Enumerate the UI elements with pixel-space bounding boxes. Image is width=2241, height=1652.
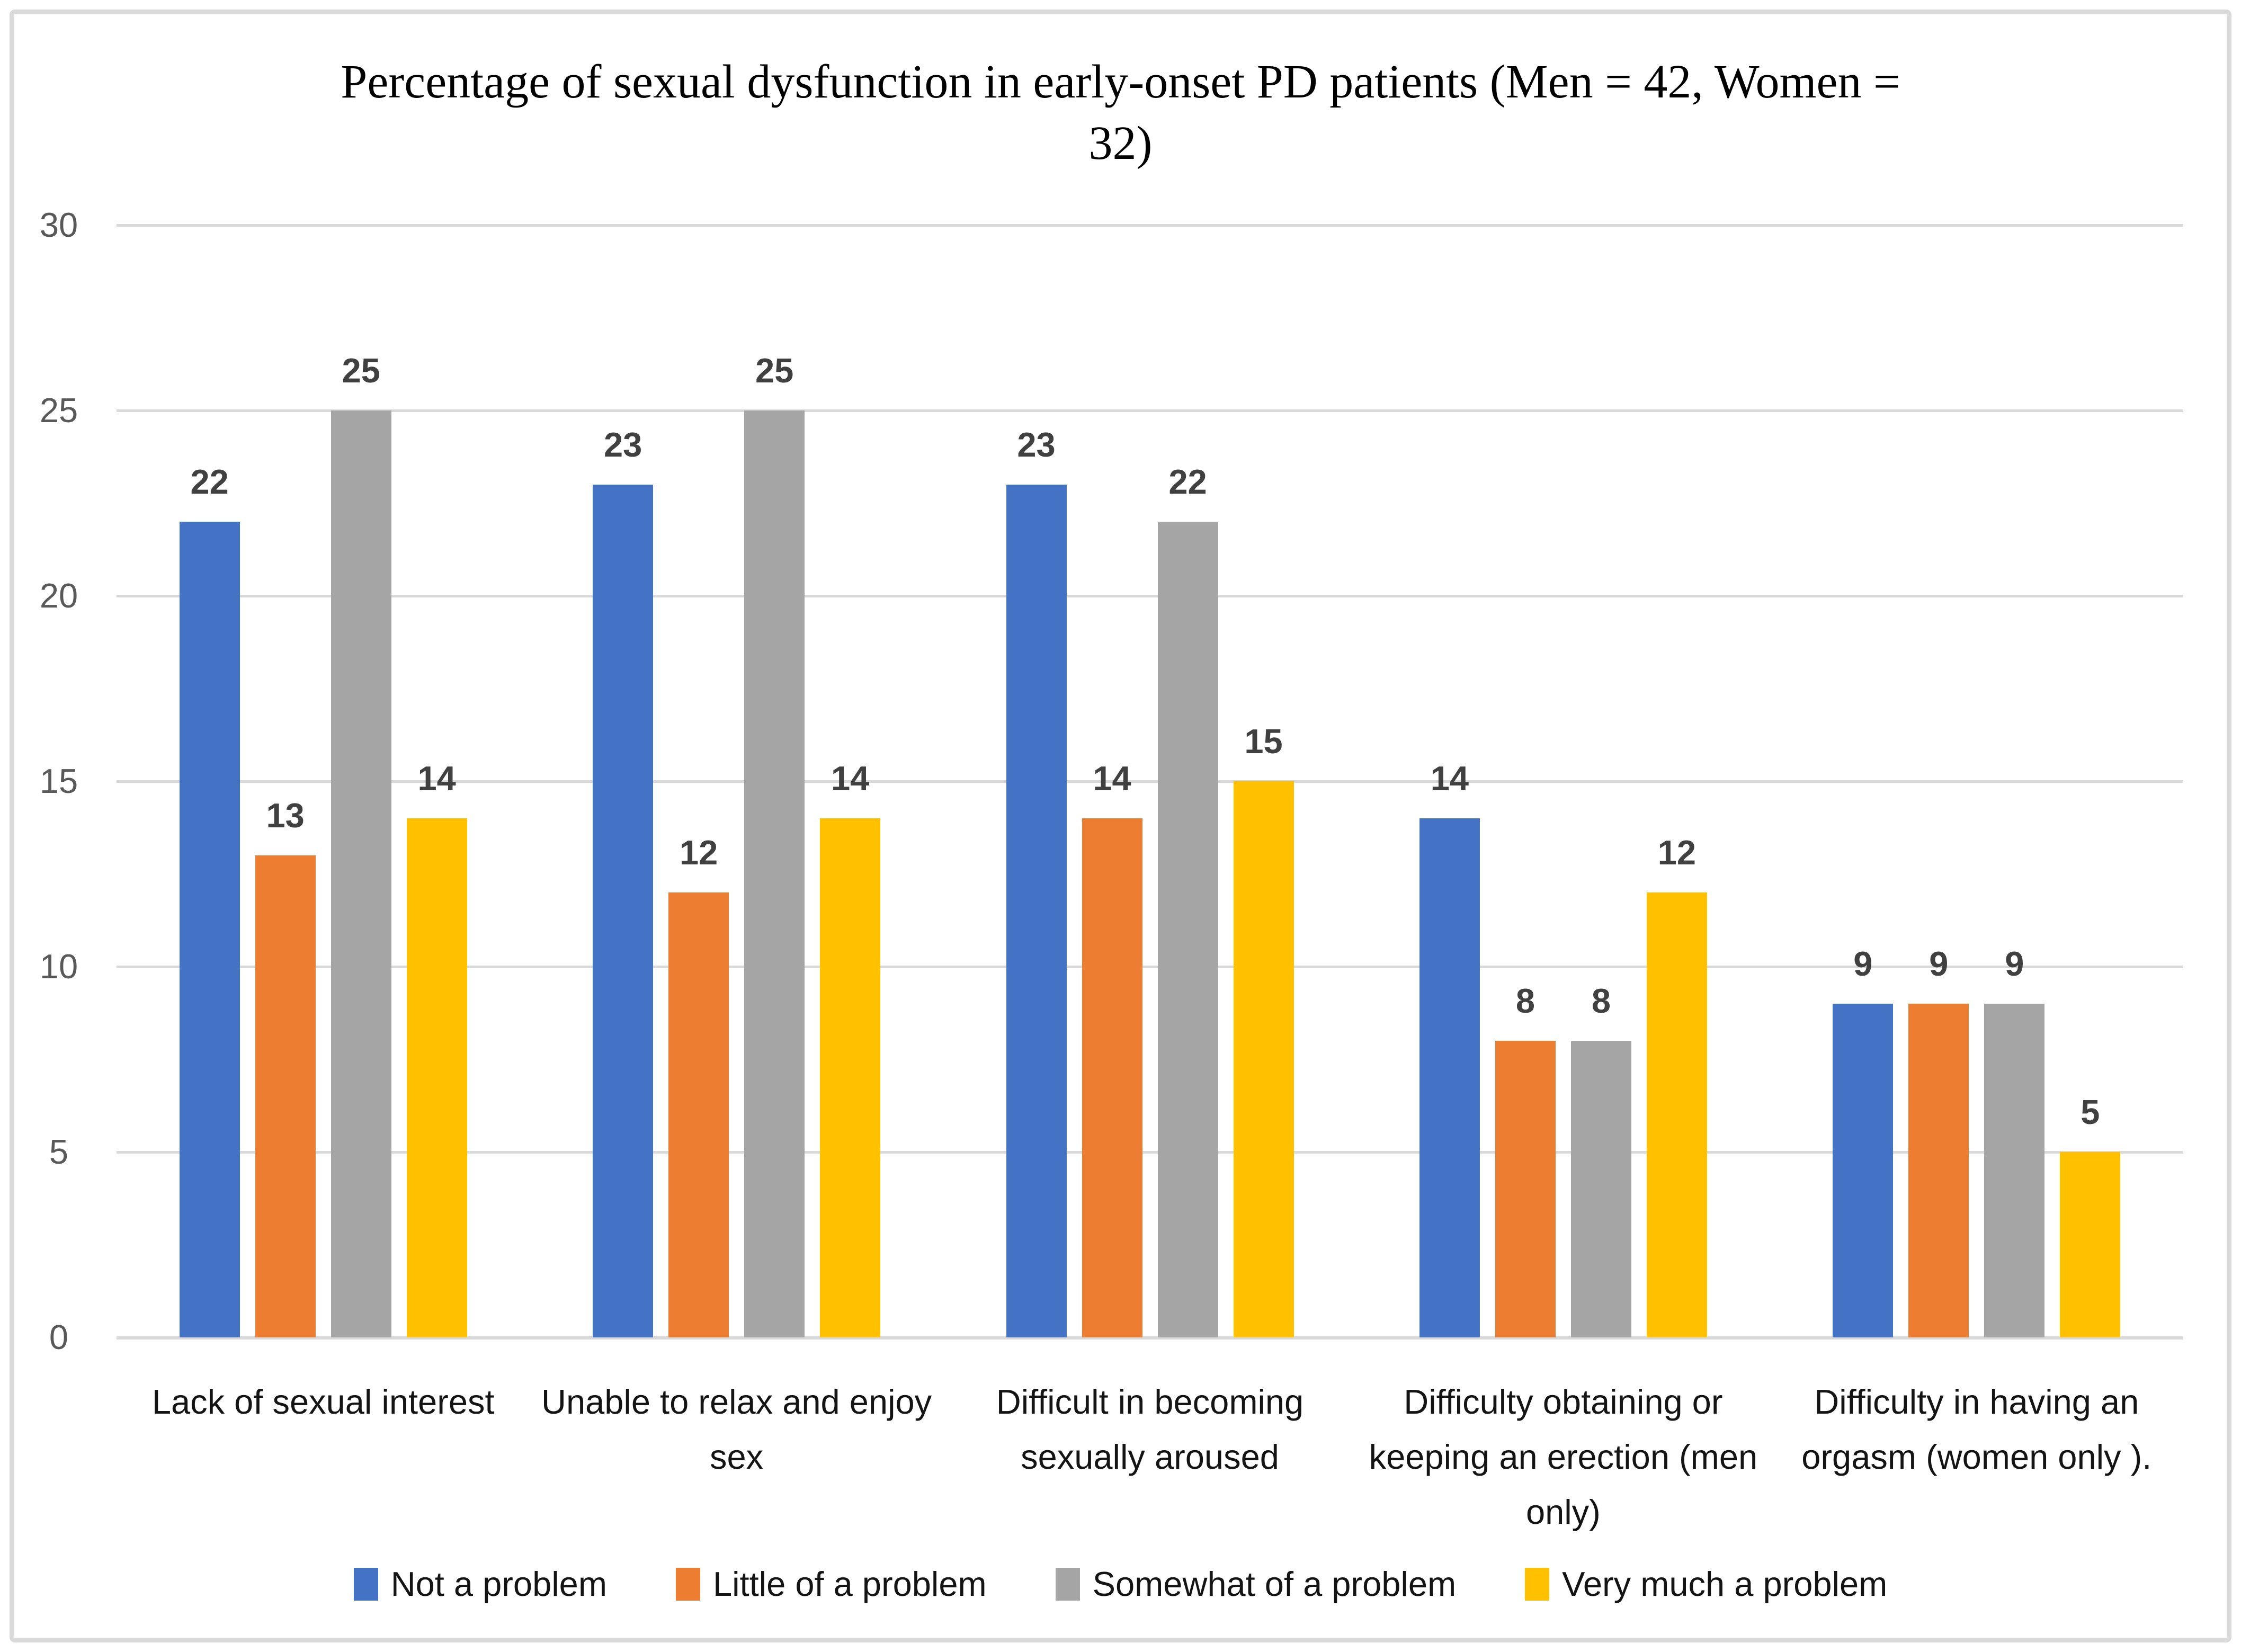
gridline-y15 — [117, 780, 2183, 783]
bar-value-label: 12 — [679, 833, 718, 872]
y-axis-tick-label: 30 — [39, 206, 78, 244]
bar-value-label: 8 — [1515, 981, 1535, 1020]
bar-very-much-a-problem-cat1 — [406, 818, 467, 1337]
legend-swatch-icon — [1055, 1568, 1080, 1601]
legend-label: Little of a problem — [712, 1565, 987, 1603]
bar-value-label: 14 — [1430, 759, 1469, 798]
bar-little-of-a-problem-cat1 — [255, 855, 316, 1337]
y-axis-tick-label: 15 — [39, 762, 78, 800]
chart-title: Percentage of sexual dysfunction in earl… — [14, 51, 2227, 174]
category-label-line: Unable to relax and enjoy — [541, 1382, 932, 1421]
y-axis-tick-label: 5 — [49, 1132, 69, 1171]
bar-somewhat-of-a-problem-cat2 — [744, 410, 805, 1337]
category-label-3: Difficult in becoming sexually aroused — [949, 1374, 1351, 1485]
bar-value-label: 13 — [266, 796, 305, 835]
bar-value-label: 25 — [755, 351, 794, 390]
bar-value-label: 5 — [2081, 1093, 2100, 1131]
gridline-y10 — [117, 966, 2183, 968]
bar-not-a-problem-cat5 — [1833, 1004, 1894, 1337]
bar-value-label: 12 — [1657, 833, 1697, 872]
bar-value-label: 23 — [603, 425, 642, 464]
legend-item-not-a-problem: Not a problem — [353, 1565, 607, 1603]
bar-not-a-problem-cat1 — [179, 522, 240, 1337]
y-axis-tick-label: 0 — [49, 1318, 69, 1356]
category-label-line: sex — [710, 1437, 764, 1476]
bar-value-label: 15 — [1244, 722, 1283, 761]
category-label-5: Difficulty in having an orgasm (women onl… — [1775, 1374, 2178, 1485]
legend-label: Somewhat of a problem — [1092, 1565, 1457, 1603]
plot-area: 22 13 25 14 23 12 25 14 23 14 22 15 14 8 8 12 9 9 9 5 — [117, 224, 2183, 1340]
bar-somewhat-of-a-problem-cat1 — [331, 410, 391, 1337]
bar-not-a-problem-cat4 — [1419, 818, 1480, 1337]
y-axis-tick-label: 20 — [39, 576, 78, 615]
bar-value-label: 9 — [1853, 944, 1873, 983]
category-label-4: Difficulty obtaining or keeping an erecti… — [1362, 1374, 1764, 1540]
bar-value-label: 23 — [1017, 425, 1056, 464]
chart-title-line2: 32) — [1088, 117, 1153, 169]
bar-very-much-a-problem-cat4 — [1646, 892, 1707, 1337]
legend: Not a problem Little of a problem Somewhat… — [14, 1565, 2227, 1603]
legend-item-little-of-a-problem: Little of a problem — [675, 1565, 987, 1603]
legend-label: Not a problem — [390, 1565, 607, 1603]
bar-little-of-a-problem-cat3 — [1082, 818, 1142, 1337]
bar-value-label: 8 — [1591, 981, 1611, 1020]
legend-item-very-much-a-problem: Very much a problem — [1525, 1565, 1887, 1603]
gridline-y5 — [117, 1151, 2183, 1154]
legend-swatch-icon — [1525, 1568, 1550, 1601]
category-label-1: Lack of sexual interest — [122, 1374, 524, 1430]
bar-not-a-problem-cat3 — [1006, 485, 1067, 1337]
bar-little-of-a-problem-cat4 — [1495, 1041, 1556, 1337]
bar-very-much-a-problem-cat3 — [1233, 781, 1294, 1337]
bar-somewhat-of-a-problem-cat5 — [1984, 1004, 2045, 1337]
y-axis-tick-label: 25 — [39, 391, 78, 430]
bar-little-of-a-problem-cat5 — [1908, 1004, 1969, 1337]
bar-not-a-problem-cat2 — [593, 485, 654, 1337]
bar-little-of-a-problem-cat2 — [668, 892, 729, 1337]
category-label-line: Difficulty obtaining or — [1404, 1382, 1723, 1421]
legend-swatch-icon — [353, 1568, 378, 1601]
bar-value-label: 25 — [342, 351, 380, 390]
category-label-line: orgasm (women only ). — [1801, 1437, 2152, 1476]
bar-value-label: 22 — [1168, 462, 1207, 501]
chart-figure: Percentage of sexual dysfunction in earl… — [10, 10, 2231, 1642]
gridline-y30 — [117, 224, 2183, 227]
bar-value-label: 9 — [2005, 944, 2024, 983]
bar-somewhat-of-a-problem-cat4 — [1570, 1041, 1631, 1337]
category-label-line: only) — [1525, 1493, 1601, 1531]
bar-very-much-a-problem-cat2 — [820, 818, 881, 1337]
gridline-y25 — [117, 409, 2183, 412]
chart-title-line1: Percentage of sexual dysfunction in earl… — [341, 56, 1900, 108]
legend-label: Very much a problem — [1562, 1565, 1888, 1603]
gridline-y20 — [117, 595, 2183, 597]
bar-value-label: 14 — [831, 759, 870, 798]
category-label-line: keeping an erection (men — [1369, 1437, 1758, 1476]
bar-value-label: 14 — [1093, 759, 1131, 798]
legend-item-somewhat-of-a-problem: Somewhat of a problem — [1055, 1565, 1457, 1603]
bar-value-label: 9 — [1929, 944, 1949, 983]
category-label-line: sexually aroused — [1021, 1437, 1279, 1476]
bar-somewhat-of-a-problem-cat3 — [1157, 522, 1218, 1337]
gridline-y0 — [117, 1336, 2183, 1340]
bar-very-much-a-problem-cat5 — [2060, 1152, 2121, 1337]
category-label-line: Lack of sexual interest — [151, 1382, 495, 1421]
category-label-line: Difficulty in having an — [1814, 1382, 2139, 1421]
bar-value-label: 14 — [417, 759, 456, 798]
bar-value-label: 22 — [190, 462, 229, 501]
category-label-line: Difficult in becoming — [996, 1382, 1304, 1421]
legend-swatch-icon — [675, 1568, 700, 1601]
y-axis-tick-label: 10 — [39, 947, 78, 986]
category-label-2: Unable to relax and enjoy sex — [535, 1374, 938, 1485]
